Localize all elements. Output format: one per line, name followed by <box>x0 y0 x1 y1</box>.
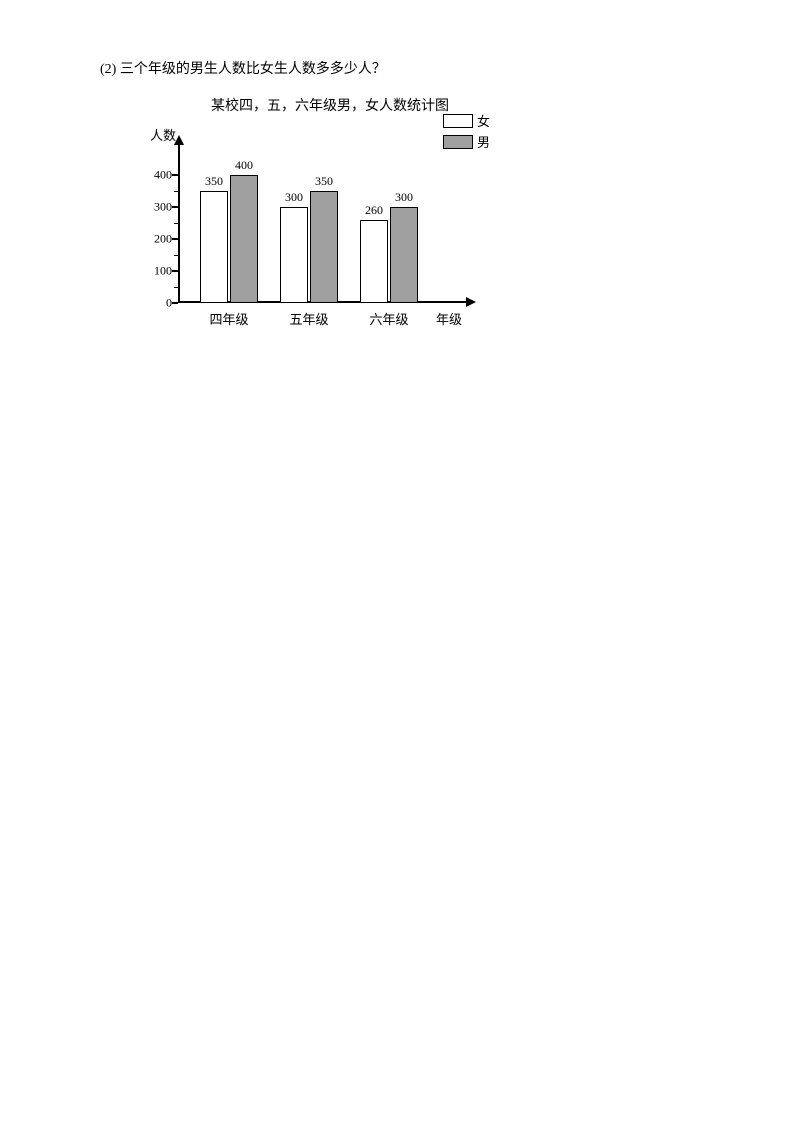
y-tick-label: 400 <box>154 168 172 183</box>
bar-value-label: 350 <box>315 174 333 189</box>
question-body: 三个年级的男生人数比女生人数多多少人？ <box>120 62 386 77</box>
y-axis-label: 人数 <box>150 125 176 144</box>
y-tick <box>172 174 178 176</box>
x-axis-label: 年级 <box>436 309 462 328</box>
legend-label-female: 女 <box>477 111 490 130</box>
y-axis-arrow-icon <box>174 135 184 145</box>
y-tick <box>172 270 178 272</box>
y-tick-label: 200 <box>154 232 172 247</box>
bar-女 <box>200 191 228 303</box>
bar-男 <box>310 191 338 303</box>
bar-女 <box>280 207 308 303</box>
chart-title: 某校四，五，六年级男，女人数统计图 <box>130 95 490 115</box>
question-text: (2) 三个年级的男生人数比女生人数多多少人？ <box>100 58 386 78</box>
y-tick-label: 100 <box>154 264 172 279</box>
y-axis <box>178 143 180 303</box>
bar-女 <box>360 220 388 303</box>
x-tick-label: 五年级 <box>289 309 328 328</box>
bar-value-label: 300 <box>395 190 413 205</box>
bar-value-label: 350 <box>205 174 223 189</box>
y-tick-label: 300 <box>154 200 172 215</box>
bar-chart: 某校四，五，六年级男，女人数统计图 女 男 人数 0 100 200 300 400 35… <box>130 95 490 345</box>
x-axis-arrow-icon <box>466 297 476 307</box>
y-tick-label: 0 <box>166 296 172 311</box>
bar-value-label: 260 <box>365 203 383 218</box>
bar-男 <box>230 175 258 303</box>
y-tick <box>172 206 178 208</box>
legend-item-female: 女 <box>443 111 490 130</box>
bar-value-label: 300 <box>285 190 303 205</box>
question-number: (2) <box>100 62 116 77</box>
y-tick <box>172 302 178 304</box>
y-minor-tick <box>174 287 178 288</box>
x-tick-label: 六年级 <box>369 309 408 328</box>
y-minor-tick <box>174 255 178 256</box>
plot-area: 0100200300400350400四年级300350五年级260300六年级… <box>178 143 468 303</box>
y-minor-tick <box>174 191 178 192</box>
bar-男 <box>390 207 418 303</box>
x-tick-label: 四年级 <box>209 309 248 328</box>
legend-label-male: 男 <box>477 132 490 151</box>
bar-value-label: 400 <box>235 158 253 173</box>
y-tick <box>172 238 178 240</box>
legend-swatch-female <box>443 114 473 128</box>
y-minor-tick <box>174 223 178 224</box>
